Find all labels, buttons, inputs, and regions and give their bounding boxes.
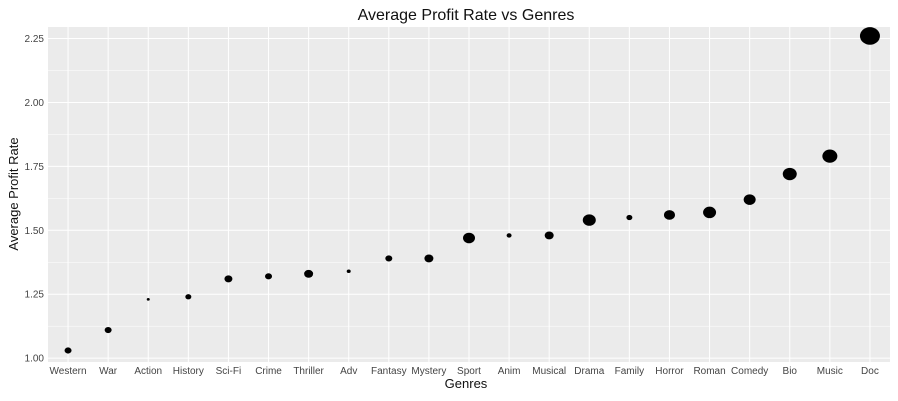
x-tick-label: Anim: [498, 366, 521, 377]
data-point: [385, 255, 393, 262]
x-tick-label: Sport: [457, 366, 481, 377]
x-tick-label: Musical: [532, 366, 566, 377]
data-point: [544, 231, 554, 240]
x-tick-label: Sci-Fi: [216, 366, 242, 377]
y-tick-label: 1.75: [25, 162, 45, 173]
data-point: [224, 275, 233, 283]
data-point: [506, 233, 512, 238]
x-tick-label: Bio: [783, 366, 798, 377]
x-tick-label: Mystery: [411, 366, 446, 377]
y-tick-label: 1.25: [25, 290, 45, 301]
data-point: [146, 298, 150, 301]
x-tick-label: Music: [817, 366, 843, 377]
x-tick-label: Horror: [655, 366, 684, 377]
x-tick-label: Thriller: [293, 366, 324, 377]
x-tick-label: Family: [615, 366, 644, 377]
data-point: [626, 214, 633, 221]
data-point: [782, 167, 797, 181]
data-point: [859, 27, 880, 45]
chart-title: Average Profit Rate vs Genres: [358, 7, 575, 24]
x-axis-ticks: Western War Action History Sci-Fi Crime Thrill…: [50, 366, 879, 377]
x-axis-title: Genres: [445, 376, 488, 391]
y-axis-title: Average Profit Rate: [6, 137, 21, 250]
data-point: [424, 254, 434, 263]
data-point: [304, 269, 314, 278]
y-axis-ticks: 1.00 1.25 1.50 1.75 2.00 2.25: [25, 34, 45, 365]
data-point: [64, 347, 72, 354]
data-point: [265, 273, 273, 280]
data-point: [822, 149, 838, 163]
x-tick-label: Crime: [255, 366, 282, 377]
y-tick-label: 2.00: [25, 98, 45, 109]
data-points: [64, 27, 880, 354]
x-tick-label: Fantasy: [371, 366, 407, 377]
x-tick-label: Adv: [340, 366, 357, 377]
data-point: [104, 326, 112, 334]
x-tick-label: Drama: [574, 366, 604, 377]
y-tick-label: 1.50: [25, 226, 45, 237]
data-point: [185, 294, 192, 300]
data-point: [743, 194, 756, 205]
data-point: [582, 214, 596, 226]
data-point: [703, 206, 717, 219]
x-tick-label: Doc: [861, 366, 879, 377]
x-tick-label: History: [173, 366, 204, 377]
y-tick-label: 1.00: [25, 354, 45, 365]
data-point: [663, 210, 675, 220]
data-point: [346, 269, 351, 273]
grid-major: [48, 27, 890, 362]
y-tick-label: 2.25: [25, 34, 45, 45]
x-tick-label: Comedy: [731, 366, 768, 377]
x-tick-label: Action: [134, 366, 162, 377]
x-tick-label: War: [99, 366, 118, 377]
x-tick-label: Western: [50, 366, 87, 377]
data-point: [463, 232, 475, 244]
x-tick-label: Roman: [693, 366, 725, 377]
